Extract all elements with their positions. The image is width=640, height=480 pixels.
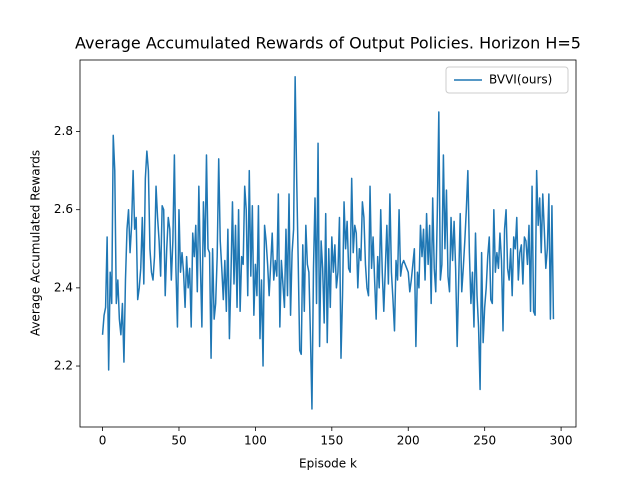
axes-frame [79, 59, 577, 428]
x-tick-label: 150 [320, 434, 343, 448]
x-axis-label: Episode k [299, 457, 357, 471]
y-tick-label: 2.4 [54, 280, 73, 294]
x-tick-label: 100 [244, 434, 267, 448]
legend: BVVI(ours) [445, 66, 569, 94]
legend-box [445, 66, 569, 94]
line [101, 76, 555, 410]
y-axis-label: Average Accumulated Rewards [29, 150, 43, 336]
x-tick-label: 300 [550, 434, 573, 448]
x-tick-label: 250 [473, 434, 496, 448]
chart-title: Average Accumulated Rewards of Output Po… [75, 34, 581, 53]
y-tick-label: 2.2 [54, 359, 73, 373]
legend-label: BVVI(ours) [489, 73, 552, 87]
x-tick-label: 200 [397, 434, 420, 448]
y-tick-label: 2.6 [54, 202, 73, 216]
x-tick-label: 50 [171, 434, 186, 448]
x-tick-label: 0 [99, 434, 107, 448]
y-tick-label: 2.8 [54, 124, 73, 138]
